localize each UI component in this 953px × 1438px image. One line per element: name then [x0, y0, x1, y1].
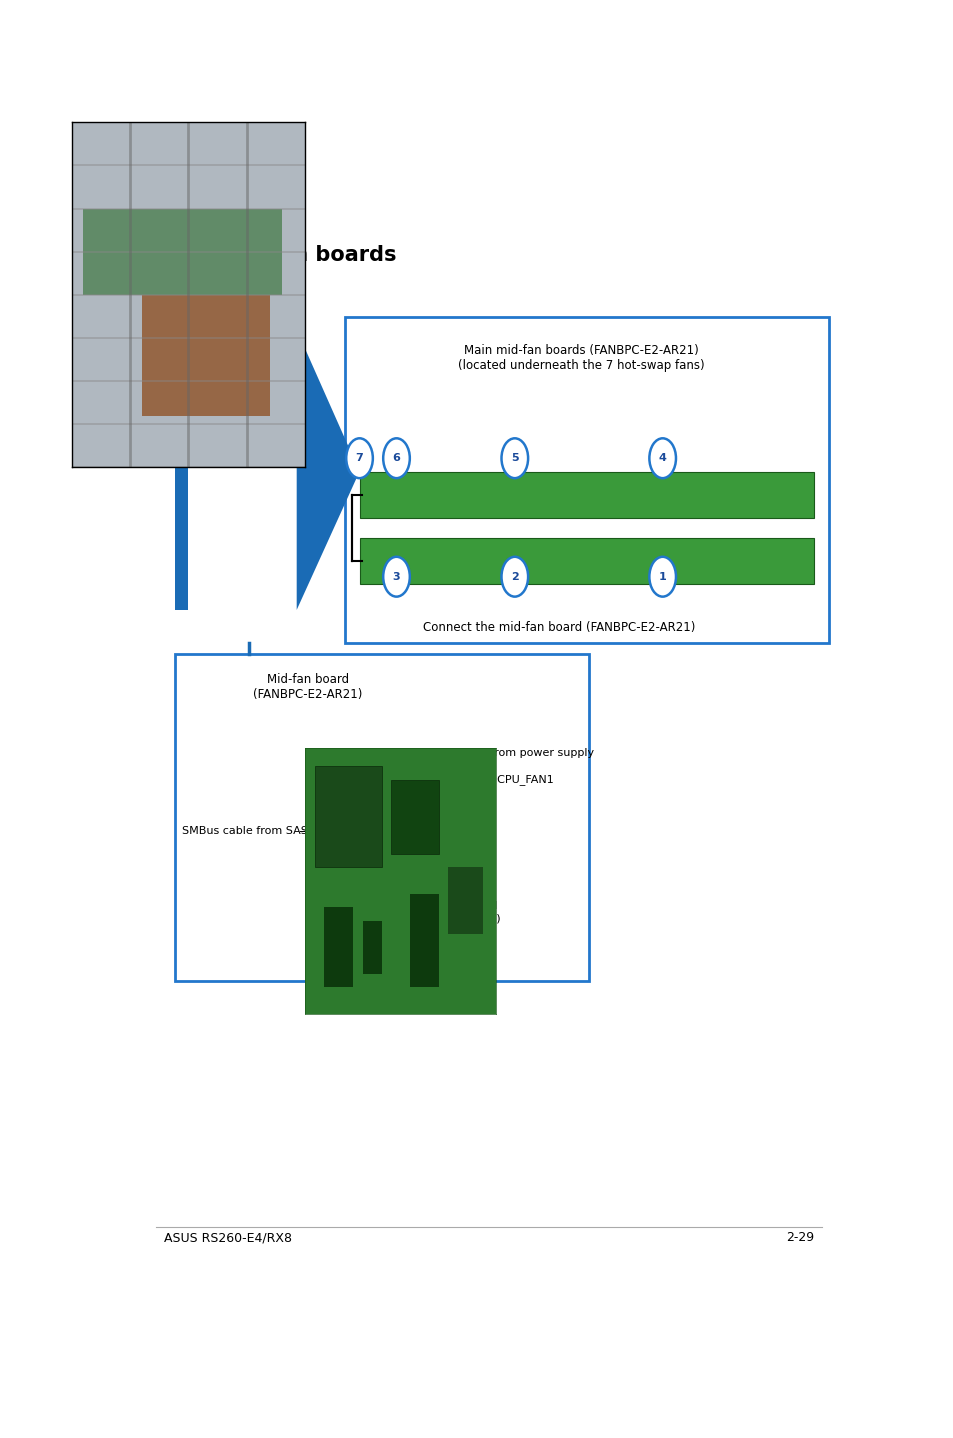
Bar	[362, 920, 381, 974]
Circle shape	[370, 884, 383, 905]
Circle shape	[383, 439, 410, 479]
Text: Mid-fan board
(FANBPC-E2-AR21): Mid-fan board (FANBPC-E2-AR21)	[253, 673, 362, 702]
Circle shape	[346, 439, 373, 479]
Text: To main fan board
(FANBPC-E2-AR21): To main fan board (FANBPC-E2-AR21)	[396, 902, 499, 923]
Circle shape	[390, 785, 403, 805]
Text: 5: 5	[511, 453, 518, 463]
Bar	[83, 209, 281, 295]
Circle shape	[501, 439, 528, 479]
Bar	[448, 867, 482, 935]
Circle shape	[383, 557, 410, 597]
Text: Connect the mid-fan board (FANBPC-E2-AR21): Connect the mid-fan board (FANBPC-E2-AR2…	[422, 621, 695, 634]
Circle shape	[501, 557, 528, 597]
Circle shape	[649, 439, 676, 479]
FancyBboxPatch shape	[344, 316, 828, 643]
Text: Main mid-fan boards (FANBPC-E2-AR21)
(located underneath the 7 hot-swap fans): Main mid-fan boards (FANBPC-E2-AR21) (lo…	[457, 344, 704, 372]
FancyBboxPatch shape	[359, 472, 813, 518]
Circle shape	[419, 762, 433, 782]
Text: 2-29: 2-29	[785, 1231, 813, 1244]
Bar	[141, 295, 270, 416]
Circle shape	[434, 926, 447, 946]
Text: 4: 4	[658, 453, 666, 463]
Text: P3 plug from power supply: P3 plug from power supply	[444, 748, 593, 758]
Bar	[314, 766, 381, 867]
Polygon shape	[296, 329, 359, 610]
Text: 3: 3	[393, 572, 400, 582]
Bar	[391, 779, 438, 854]
Text: ASUS RS260-E4/RX8: ASUS RS260-E4/RX8	[164, 1231, 292, 1244]
FancyBboxPatch shape	[359, 538, 813, 584]
FancyBboxPatch shape	[174, 329, 188, 610]
Text: 6: 6	[392, 453, 400, 463]
Text: 2: 2	[511, 572, 518, 582]
Bar	[410, 894, 438, 986]
Text: 1: 1	[659, 572, 666, 582]
Text: 3-pin connects to CPU_FAN1: 3-pin connects to CPU_FAN1	[396, 774, 553, 785]
Circle shape	[649, 557, 676, 597]
Text: 2.6.3    Fan boards: 2.6.3 Fan boards	[178, 244, 396, 265]
FancyBboxPatch shape	[174, 654, 588, 981]
Bar	[324, 907, 353, 986]
Text: 7: 7	[355, 453, 363, 463]
Circle shape	[367, 926, 380, 946]
Circle shape	[340, 821, 354, 841]
Text: SMBus cable from SAS backplane: SMBus cable from SAS backplane	[182, 827, 369, 837]
